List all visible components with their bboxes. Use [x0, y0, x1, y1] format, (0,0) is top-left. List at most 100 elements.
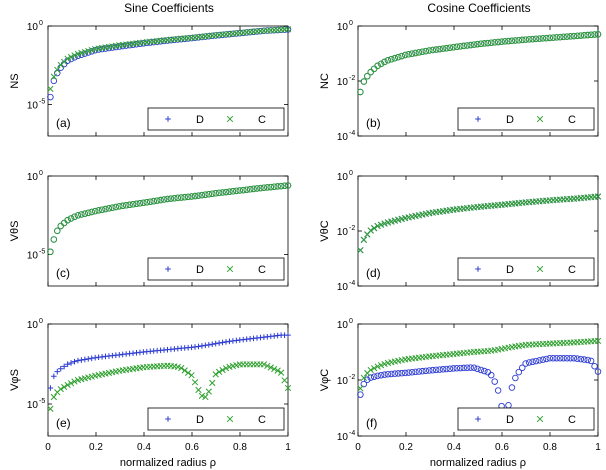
data-point: [426, 367, 433, 374]
data-point: [85, 209, 92, 217]
data-point: [532, 35, 540, 43]
data-point: [426, 47, 433, 54]
data-point: [264, 362, 271, 370]
data-point: [181, 367, 188, 374]
data-point: [567, 354, 574, 362]
data-point: [549, 34, 557, 41]
data-point: [429, 366, 436, 374]
data-point: [285, 332, 291, 338]
data-point: [377, 372, 385, 379]
legend-label-c: C: [568, 264, 576, 276]
data-point: [157, 196, 164, 204]
data-point: [85, 356, 92, 362]
data-point: [384, 370, 392, 378]
data-point: [250, 185, 257, 193]
data-point: [67, 215, 75, 222]
data-point: [377, 60, 385, 68]
data-point: [518, 364, 526, 372]
series-D: [357, 354, 602, 416]
data-point: [463, 364, 471, 372]
data-point: [171, 194, 178, 202]
data-point: [199, 343, 205, 349]
data-point: [357, 385, 364, 392]
y-tick-label-exponent: -5: [39, 249, 45, 256]
data-point: [239, 186, 247, 194]
data-point: [219, 339, 226, 346]
data-point: [529, 35, 536, 43]
x-tick-label: 0.8: [543, 442, 557, 453]
data-point: [264, 184, 271, 191]
data-point: [501, 38, 509, 45]
data-point: [432, 46, 440, 53]
data-point: [181, 193, 188, 201]
data-point: [477, 366, 485, 374]
data-point: [508, 384, 516, 391]
legend-label-d: D: [196, 414, 204, 426]
data-point: [505, 37, 512, 45]
legend-marker-c: [226, 115, 234, 123]
data-point: [71, 358, 78, 365]
data-point: [360, 78, 368, 85]
data-point: [594, 337, 602, 345]
series-D: [357, 193, 602, 254]
data-point: [419, 367, 426, 375]
data-point: [122, 202, 130, 209]
data-point: [436, 45, 443, 53]
data-point: [102, 205, 109, 213]
data-point: [532, 357, 540, 365]
x-tick-label: 0: [355, 442, 361, 453]
data-point: [512, 374, 519, 382]
data-point: [257, 184, 264, 192]
data-point: [401, 51, 409, 59]
data-point: [484, 368, 492, 376]
y-tick-label: 10: [337, 282, 349, 293]
data-point: [209, 341, 216, 348]
data-point: [395, 370, 402, 377]
data-point: [57, 385, 64, 393]
data-point: [367, 68, 374, 76]
y-tick-label: 10: [337, 77, 349, 88]
y-axis-label: VφS: [9, 369, 21, 391]
panel-label: (c): [56, 266, 70, 280]
series-D: [47, 182, 292, 256]
data-point: [374, 372, 381, 380]
data-point: [446, 365, 454, 372]
data-point: [457, 43, 464, 50]
legend-box: [147, 407, 285, 431]
data-point: [488, 39, 495, 46]
legend-label-c: C: [568, 414, 576, 426]
data-point: [567, 33, 574, 40]
data-point: [233, 187, 240, 195]
data-point: [208, 190, 216, 197]
data-point: [274, 183, 281, 190]
data-point: [491, 378, 498, 385]
data-point: [374, 62, 381, 70]
x-tick-label: 0.6: [495, 442, 509, 453]
data-point: [360, 380, 368, 388]
data-point: [284, 384, 292, 392]
data-point: [584, 356, 591, 364]
x-tick-label: 0.8: [233, 442, 247, 453]
data-point: [505, 401, 512, 409]
y-tick-label: 10: [337, 432, 349, 443]
data-point: [371, 365, 378, 372]
data-point: [129, 201, 137, 208]
data-point: [140, 199, 147, 207]
legend-label-d: D: [506, 114, 514, 126]
data-point: [61, 363, 67, 370]
data-point: [539, 356, 547, 363]
data-point: [253, 185, 261, 192]
y-tick-label: 10: [337, 227, 349, 238]
data-point: [284, 182, 292, 189]
data-point: [494, 38, 502, 46]
data-point: [67, 380, 75, 387]
y-tick-label: 10: [337, 376, 349, 387]
x-tick-label: 0.4: [137, 442, 151, 453]
data-point: [50, 393, 57, 401]
data-point: [212, 340, 219, 347]
legend-marker-c: [536, 415, 544, 423]
data-point: [429, 46, 436, 54]
data-point: [529, 358, 536, 366]
data-point: [357, 88, 364, 96]
